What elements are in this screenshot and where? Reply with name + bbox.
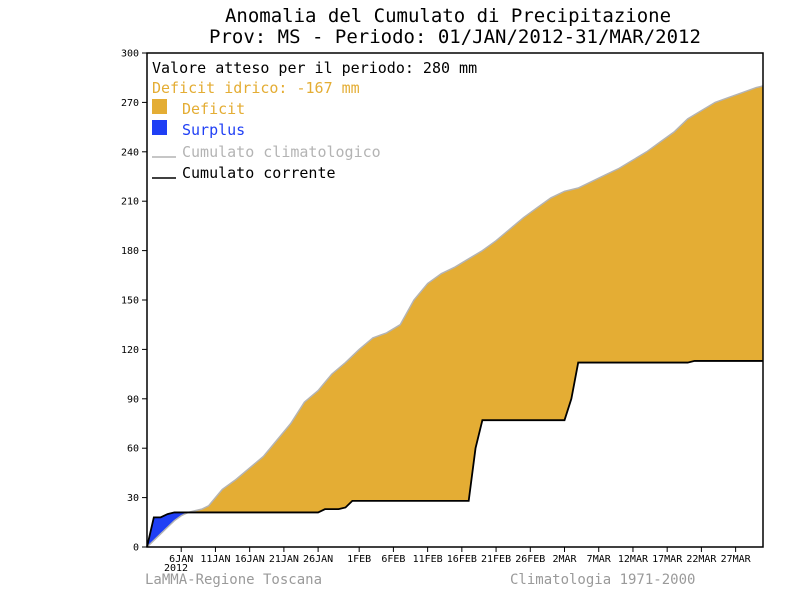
x-tick-label: 2MAR [552,554,577,565]
y-tick-label: 90 [127,394,139,405]
x-year-label: 2012 [164,563,188,574]
x-tick-label: 1FEB [347,554,371,565]
x-tick-label: 26JAN [303,554,333,565]
y-tick-label: 0 [133,543,139,554]
y-tick-label: 300 [121,49,139,60]
y-tick-label: 270 [121,98,139,109]
y-tick-label: 120 [121,345,139,356]
y-tick-label: 240 [121,147,139,158]
x-tick-label: 11FEB [413,554,443,565]
area-fills [147,85,763,548]
legend-surplus-swatch [152,120,167,135]
y-tick-label: 210 [121,197,139,208]
legend-deficit-swatch [152,99,167,114]
x-tick-label: 6JAN [169,554,193,565]
legend-expected-value: Valore atteso per il periodo: 280 mm [152,59,477,77]
legend-deficit-label: Deficit [182,100,245,118]
y-tick-label: 60 [127,444,139,455]
y-tick-label: 30 [127,493,139,504]
x-axis: 6JAN 11JAN 16JAN 21JAN 26JAN 1FEB 6FEB 11FEB 16F… [169,547,752,565]
x-tick-label: 16JAN [235,554,265,565]
y-tick-label: 180 [121,246,139,257]
x-tick-label: 16FEB [447,554,477,565]
x-tick-label: 21JAN [269,554,299,565]
legend-surplus-label: Surplus [182,121,245,139]
y-axis: 0 30 60 90 120 150 180 210 240 270 300 [121,49,147,554]
chart-subtitle: Prov: MS - Periodo: 01/JAN/2012-31/MAR/2… [209,26,701,48]
x-tick-label: 21FEB [481,554,511,565]
footer-source: LaMMA-Regione Toscana [145,572,322,588]
x-tick-label: 11JAN [200,554,230,565]
chart-title: Anomalia del Cumulato di Precipitazione [225,5,671,27]
legend-current-label: Cumulato corrente [182,164,336,182]
series-line-climatological [146,85,764,548]
legend-deficit-value: Deficit idrico: -167 mm [152,79,360,97]
footer-climatology: Climatologia 1971-2000 [510,572,695,588]
series-lines [146,85,764,548]
x-tick-label: 6FEB [381,554,405,565]
x-tick-label: 7MAR [587,554,612,565]
series-line-current [146,360,763,548]
x-tick-label: 17MAR [652,554,683,565]
legend: Valore atteso per il periodo: 280 mm Def… [152,59,477,182]
y-tick-label: 150 [121,296,139,307]
deficit-area [147,85,763,548]
x-tick-label: 12MAR [618,554,649,565]
legend-clim-label: Cumulato climatologico [182,143,381,161]
x-tick-label: 26FEB [515,554,545,565]
x-tick-label: 22MAR [686,554,717,565]
x-tick-label: 27MAR [721,554,752,565]
